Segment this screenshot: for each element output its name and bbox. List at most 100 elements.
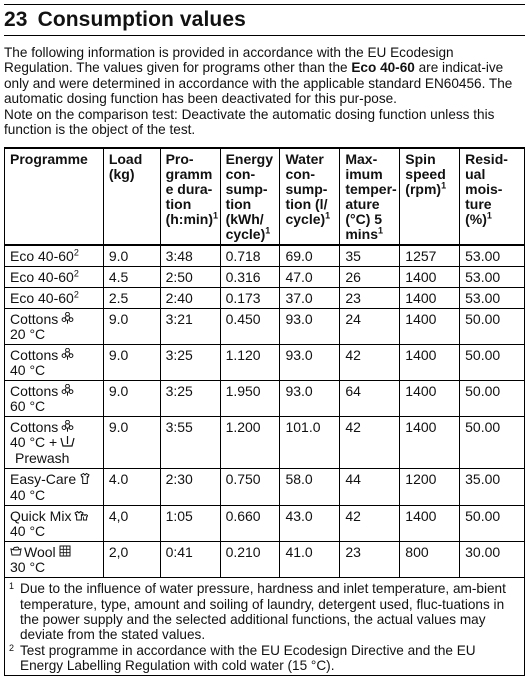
footnote-text: Test programme in accordance with the EU… bbox=[20, 642, 476, 673]
cell-moist: 30.00 bbox=[459, 541, 525, 579]
cell-water: 93.0 bbox=[279, 380, 341, 418]
cell-water: 93.0 bbox=[279, 344, 341, 382]
cell-energy: 0.210 bbox=[219, 541, 281, 579]
cell-load: 4.5 bbox=[102, 266, 161, 289]
cell-dur: 3:21 bbox=[159, 308, 221, 346]
cell-energy: 1.200 bbox=[219, 416, 281, 470]
cell-energy: 0.173 bbox=[219, 287, 281, 310]
cell-moist: 50.00 bbox=[459, 505, 525, 543]
cotton-icon bbox=[61, 420, 74, 435]
programme-cell: Cottons 40 °C bbox=[4, 344, 104, 382]
cell-temp: 42 bbox=[339, 505, 401, 543]
cell-dur: 3:55 bbox=[159, 416, 221, 470]
header-water: Water con-sump-tion (l/cycle)1 bbox=[279, 147, 341, 246]
footnote-row: 1 Due to the influence of water pressure,… bbox=[4, 577, 525, 676]
table-row: Cottons 40 °C 9.0 3:25 1.120 93.0 42 1400 50.00 bbox=[4, 344, 525, 382]
header-spin: Spin speed (rpm)1 bbox=[399, 147, 461, 246]
easy-care-icon bbox=[79, 472, 91, 488]
table-row: Easy-Care 40 °C 4.0 2:30 0.750 58.0 44 1200 35.0… bbox=[4, 468, 525, 507]
cell-dur: 2:30 bbox=[159, 468, 221, 507]
cell-dur: 0:41 bbox=[159, 541, 221, 579]
table-row: Cottons 60 °C 9.0 3:25 1.950 93.0 64 1400 50.00 bbox=[4, 380, 525, 418]
cell-spin: 1400 bbox=[399, 505, 461, 543]
programme-cell: Cottons 60 °C bbox=[4, 380, 104, 418]
footnote-2: 2 Test programme in accordance with the E… bbox=[5, 643, 518, 674]
cell-moist: 35.00 bbox=[459, 468, 525, 507]
cell-dur: 3:25 bbox=[159, 344, 221, 382]
cell-spin: 1400 bbox=[399, 308, 461, 346]
footnote-text: Due to the influence of water pressure, … bbox=[20, 581, 506, 643]
cell-load: 2.5 bbox=[102, 287, 161, 310]
header-programme: Programme bbox=[4, 147, 104, 246]
footnote-1: 1 Due to the influence of water pressure,… bbox=[5, 581, 518, 642]
header-moisture: Resid-ual mois-ture (%)1 bbox=[459, 147, 525, 246]
cell-dur: 2:40 bbox=[159, 287, 221, 310]
cell-water: 58.0 bbox=[279, 468, 341, 507]
footnote-mark: 2 bbox=[9, 642, 15, 653]
cell-temp: 35 bbox=[339, 244, 401, 268]
cell-temp: 64 bbox=[339, 380, 401, 418]
page: 23 Consumption values The following infor… bbox=[4, 4, 525, 676]
cell-water: 93.0 bbox=[279, 308, 341, 346]
cell-water: 47.0 bbox=[279, 266, 341, 289]
cell-dur: 1:05 bbox=[159, 505, 221, 543]
prewash-icon bbox=[60, 435, 75, 451]
footnote-mark: 1 bbox=[9, 581, 15, 592]
intro-paragraph-2: Note on the comparison test: Deactivate … bbox=[4, 106, 495, 138]
section-number: 23 bbox=[4, 8, 28, 31]
cell-load: 9.0 bbox=[102, 416, 161, 470]
cell-energy: 0.750 bbox=[219, 468, 281, 507]
intro-text-a: The following information is provided in… bbox=[4, 45, 454, 76]
header-temperature: Max-imum temper-ature (°C) 5 mins1 bbox=[339, 147, 401, 246]
header-load: Load (kg) bbox=[102, 147, 161, 246]
cell-spin: 1400 bbox=[399, 344, 461, 382]
header-energy: Energy con-sump-tion (kWh/cycle)1 bbox=[219, 147, 281, 246]
cell-energy: 0.316 bbox=[219, 266, 281, 289]
cell-spin: 800 bbox=[399, 541, 461, 579]
programme-cell: Quick Mix 40 °C bbox=[4, 505, 104, 543]
quick-mix-icon bbox=[74, 509, 89, 524]
cell-water: 37.0 bbox=[279, 287, 341, 310]
cell-water: 43.0 bbox=[279, 505, 341, 543]
cell-spin: 1400 bbox=[399, 416, 461, 470]
cell-temp: 23 bbox=[339, 541, 401, 579]
cell-dur: 2:50 bbox=[159, 266, 221, 289]
cell-temp: 26 bbox=[339, 266, 401, 289]
cotton-icon bbox=[61, 312, 74, 327]
cell-load: 9.0 bbox=[102, 308, 161, 346]
section-title: Consumption values bbox=[37, 8, 246, 31]
cell-load: 9.0 bbox=[102, 244, 161, 268]
footnotes: 1 Due to the influence of water pressure,… bbox=[4, 577, 525, 676]
programme-cell: Eco 40-602 bbox=[4, 266, 104, 289]
cell-load: 4.0 bbox=[102, 468, 161, 507]
cell-dur: 3:25 bbox=[159, 380, 221, 418]
section-header: 23 Consumption values bbox=[4, 4, 525, 36]
cotton-icon bbox=[61, 384, 74, 399]
programme-cell: Eco 40-602 bbox=[4, 287, 104, 310]
hand-wash-icon bbox=[10, 545, 22, 560]
cell-moist: 53.00 bbox=[459, 266, 525, 289]
table-row: Wool 30 °C 2,0 0:41 0.210 41.0 23 800 30.00 bbox=[4, 541, 525, 579]
cell-spin: 1400 bbox=[399, 287, 461, 310]
cell-temp: 42 bbox=[339, 344, 401, 382]
programme-cell: Easy-Care 40 °C bbox=[4, 468, 104, 507]
cell-energy: 0.660 bbox=[219, 505, 281, 543]
table-row: Cottons 40 °C + Prewash 9.0 3:55 1.200 101.0 42… bbox=[4, 416, 525, 470]
cell-moist: 50.00 bbox=[459, 344, 525, 382]
cell-moist: 50.00 bbox=[459, 308, 525, 346]
cell-temp: 23 bbox=[339, 287, 401, 310]
cell-energy: 1.950 bbox=[219, 380, 281, 418]
cell-moist: 50.00 bbox=[459, 380, 525, 418]
cell-dur: 3:48 bbox=[159, 244, 221, 268]
cell-temp: 42 bbox=[339, 416, 401, 470]
cell-load: 9.0 bbox=[102, 380, 161, 418]
cell-water: 69.0 bbox=[279, 244, 341, 268]
cell-water: 41.0 bbox=[279, 541, 341, 579]
page-title: 23 Consumption values bbox=[4, 8, 246, 32]
table-row: Quick Mix 40 °C 4,0 1:05 0.660 43.0 42 1400 50.0… bbox=[4, 505, 525, 543]
programme-cell: Wool 30 °C bbox=[4, 541, 104, 579]
table-header-row: Programme Load (kg) Pro-gramm e dura-tion(… bbox=[4, 147, 525, 246]
intro-text-bold: Eco 40-60 bbox=[351, 60, 415, 76]
intro-text: The following information is provided in… bbox=[4, 45, 525, 137]
cell-energy: 0.450 bbox=[219, 308, 281, 346]
